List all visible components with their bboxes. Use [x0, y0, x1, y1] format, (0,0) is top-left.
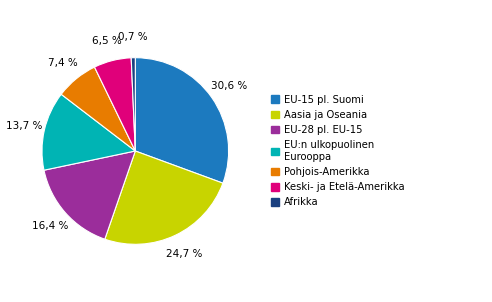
Text: 24,7 %: 24,7 % [166, 249, 202, 259]
Wedge shape [135, 58, 229, 183]
Text: 16,4 %: 16,4 % [31, 221, 68, 231]
Text: 7,4 %: 7,4 % [48, 58, 78, 68]
Text: 30,6 %: 30,6 % [211, 81, 247, 91]
Text: 0,7 %: 0,7 % [118, 32, 148, 42]
Text: 13,7 %: 13,7 % [6, 121, 42, 131]
Text: 6,5 %: 6,5 % [92, 36, 122, 46]
Wedge shape [61, 67, 135, 151]
Wedge shape [131, 58, 135, 151]
Wedge shape [42, 94, 135, 170]
Wedge shape [105, 151, 223, 244]
Legend: EU-15 pl. Suomi, Aasia ja Oseania, EU-28 pl. EU-15, EU:n ulkopuolinen
Eurooppa, : EU-15 pl. Suomi, Aasia ja Oseania, EU-28… [271, 95, 404, 207]
Wedge shape [44, 151, 135, 239]
Wedge shape [94, 58, 135, 151]
